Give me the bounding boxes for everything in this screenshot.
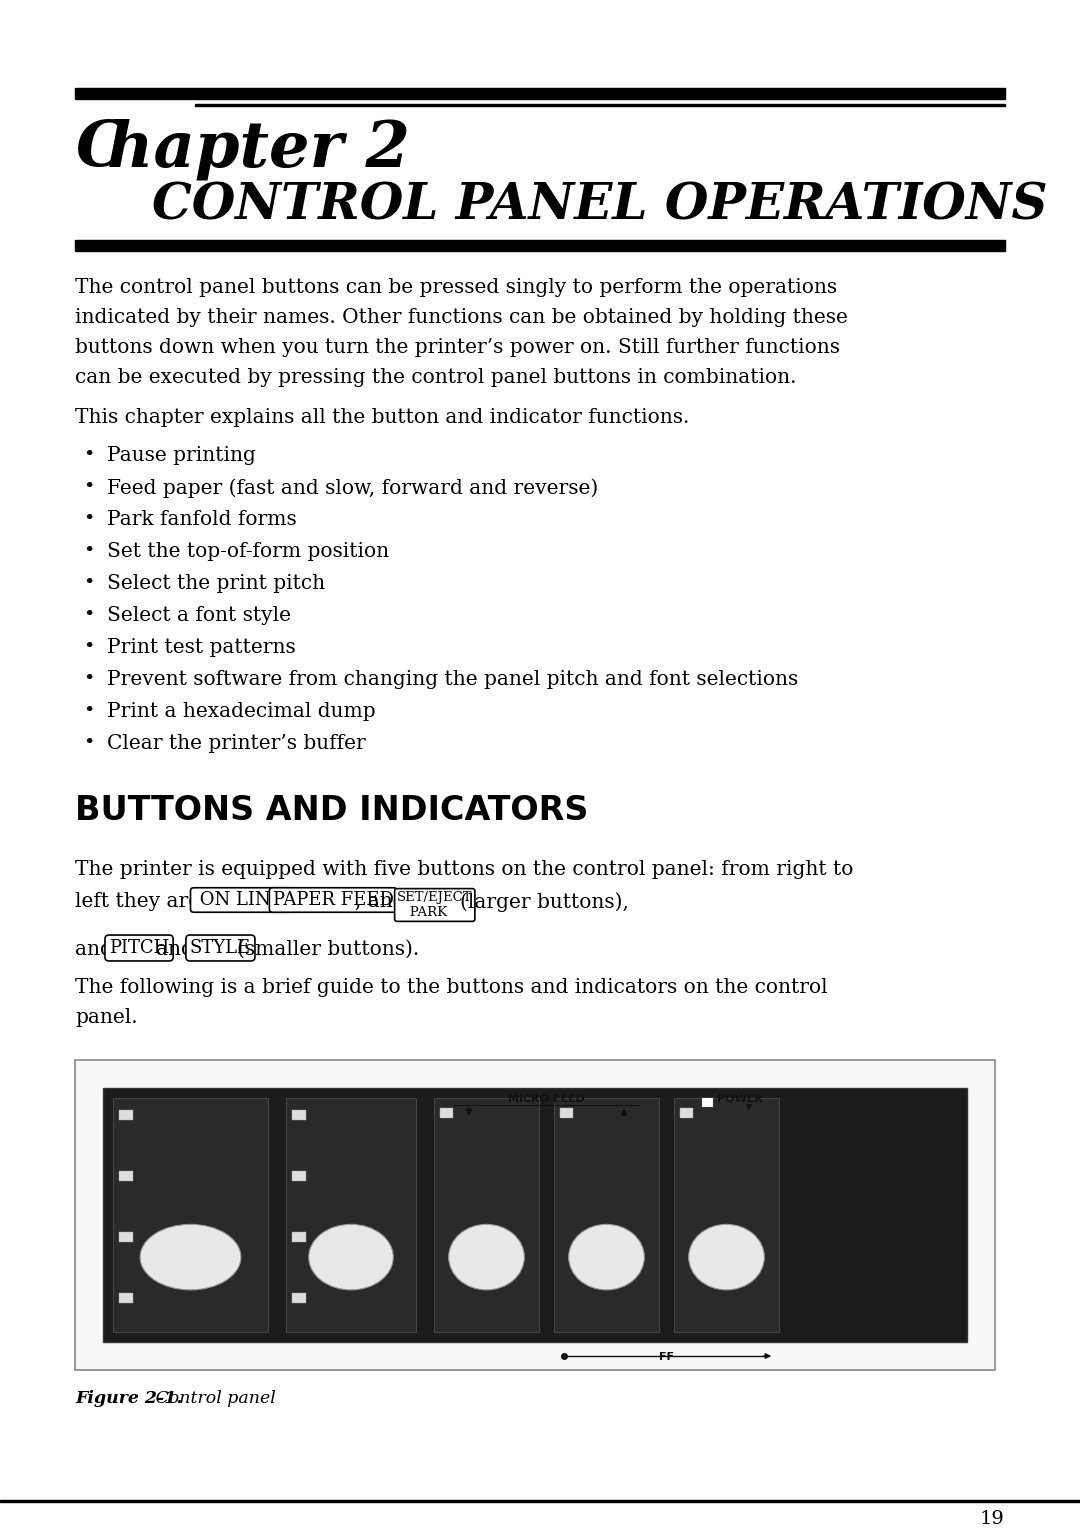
Text: hapter 2: hapter 2 [107,118,410,179]
Text: MICRO FEED: MICRO FEED [508,1094,585,1105]
Text: buttons down when you turn the printer’s power on. Still further functions: buttons down when you turn the printer’s… [75,338,840,358]
Bar [75,240,1005,251]
Text: The control panel buttons can be pressed singly to perform the operations: The control panel buttons can be pressed… [75,278,837,296]
Bar [113,1099,268,1332]
Text: •: • [83,733,94,752]
Text: FF: FF [659,1352,674,1361]
Text: POWER: POWER [717,1094,762,1105]
Text: Prevent software from changing the panel pitch and font selections: Prevent software from changing the panel… [107,669,798,689]
Text: ,: , [268,892,274,911]
Bar [680,1108,693,1118]
Text: and: and [156,940,193,960]
Text: left they are,: left they are, [75,892,206,911]
Bar [103,1088,967,1342]
Text: PITCH: PITCH [109,940,170,957]
Bar [119,1170,133,1181]
Text: and: and [75,940,113,960]
Text: •: • [83,575,94,591]
Text: Clear the printer’s buffer: Clear the printer’s buffer [107,733,366,753]
Text: This chapter explains all the button and indicator functions.: This chapter explains all the button and… [75,408,689,426]
Text: Select a font style: Select a font style [107,607,291,625]
Text: CONTROL PANEL OPERATIONS: CONTROL PANEL OPERATIONS [152,182,1048,231]
Bar [292,1232,306,1242]
Text: ON LINE: ON LINE [193,891,289,909]
Text: Set the top-of-form position: Set the top-of-form position [107,542,389,561]
Text: can be executed by pressing the control panel buttons in combination.: can be executed by pressing the control … [75,368,797,387]
Text: Control panel: Control panel [150,1390,275,1407]
Bar [701,1097,713,1106]
Bar [292,1109,306,1120]
Bar [75,1060,995,1371]
Bar [674,1099,779,1332]
Bar [119,1109,133,1120]
Text: BUTTONS AND INDICATORS: BUTTONS AND INDICATORS [75,795,589,827]
Text: Feed paper (fast and slow, forward and reverse): Feed paper (fast and slow, forward and r… [107,478,598,498]
Text: Pause printing: Pause printing [107,446,256,465]
Text: •: • [83,607,94,623]
Text: (larger buttons),: (larger buttons), [460,892,630,912]
Ellipse shape [140,1224,241,1290]
Bar [292,1293,306,1303]
Text: (smaller buttons).: (smaller buttons). [237,940,419,960]
Text: Park fanfold forms: Park fanfold forms [107,510,297,529]
Text: panel.: panel. [75,1008,137,1027]
Text: Select the print pitch: Select the print pitch [107,575,325,593]
Text: •: • [83,510,94,529]
Text: The following is a brief guide to the buttons and indicators on the control: The following is a brief guide to the bu… [75,978,827,996]
Text: Figure 2-1.: Figure 2-1. [75,1390,183,1407]
Text: The printer is equipped with five buttons on the control panel: from right to: The printer is equipped with five button… [75,860,853,879]
Text: Print a hexadecimal dump: Print a hexadecimal dump [107,701,376,721]
Text: •: • [83,701,94,720]
Text: SET/EJECT
   PARK: SET/EJECT PARK [397,891,473,918]
Text: 19: 19 [981,1510,1005,1528]
Bar [440,1108,453,1118]
Bar [292,1170,306,1181]
Text: PAPER FEED: PAPER FEED [272,891,393,909]
Ellipse shape [448,1224,524,1290]
Ellipse shape [569,1224,645,1290]
Text: Print test patterns: Print test patterns [107,639,296,657]
Bar [434,1099,539,1332]
Bar [119,1293,133,1303]
Bar [75,89,1005,99]
Text: STYLE: STYLE [190,940,251,957]
Ellipse shape [309,1224,393,1290]
Bar [286,1099,416,1332]
Text: •: • [83,542,94,559]
Bar [561,1108,573,1118]
Text: •: • [83,669,94,688]
Text: C: C [75,118,126,179]
Bar [554,1099,659,1332]
Bar [119,1232,133,1242]
Text: •: • [83,446,94,465]
Text: •: • [83,639,94,656]
Text: •: • [83,478,94,497]
Ellipse shape [689,1224,765,1290]
Text: indicated by their names. Other functions can be obtained by holding these: indicated by their names. Other function… [75,309,848,327]
Text: , and: , and [354,892,405,911]
